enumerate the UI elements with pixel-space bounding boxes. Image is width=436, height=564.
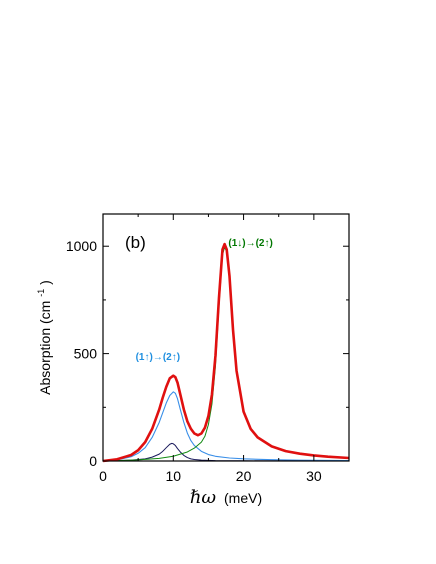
x-tick-label: 0 (99, 468, 107, 484)
annotations: (1↑)→(2↑) (1↓)→(2↑) (136, 238, 273, 363)
y-axis-label-close: ) (37, 280, 53, 285)
series-line-1 (102, 391, 350, 462)
plot-lines (102, 242, 350, 463)
x-tick-label: 10 (165, 468, 181, 484)
y-axis-label-sup: -1 (36, 289, 46, 297)
annotation-0: (1↑)→(2↑) (136, 352, 180, 363)
y-axis-label: Absorption (cm -1 ) (31, 280, 53, 395)
x-axis-symbol: ℏω (190, 487, 217, 508)
x-tick-label: 30 (306, 468, 322, 484)
plot-frame (102, 213, 350, 462)
axis-ticks: 0 10 20 30 0 500 1000 (66, 214, 349, 484)
y-tick-label: 1000 (66, 238, 97, 254)
annotation-1: (1↓)→(2↑) (228, 238, 272, 249)
panel-label: (b) (125, 233, 146, 252)
y-tick-label: 0 (89, 453, 97, 469)
x-axis-unit: (meV) (224, 490, 262, 506)
x-tick-label: 20 (236, 468, 252, 484)
x-axis-label: ℏω (meV) (190, 487, 262, 508)
y-axis-label-text: Absorption (cm (37, 301, 53, 395)
series-line-2 (102, 442, 350, 462)
y-tick-label: 500 (74, 346, 98, 362)
series-line-0 (102, 242, 350, 463)
